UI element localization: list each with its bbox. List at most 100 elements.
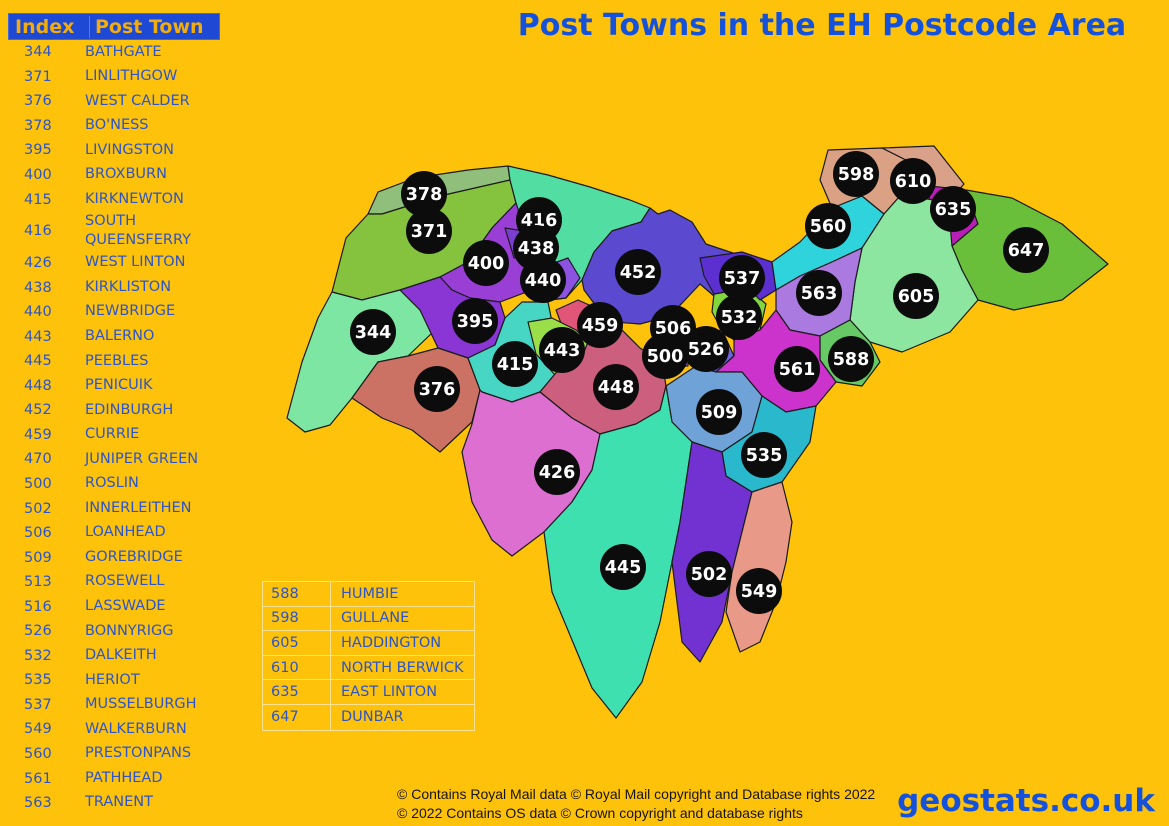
index-cell: 560	[24, 746, 52, 763]
town-cell: KIRKLISTON	[85, 278, 172, 295]
town-cell: CURRIE	[85, 426, 140, 443]
town-cell: SOUTH QUEENSFERRY	[85, 212, 191, 249]
table-row: 415 KIRKNEWTON	[8, 187, 238, 212]
svg-text:452: 452	[620, 263, 657, 283]
index-cell: 598	[263, 606, 331, 631]
table-row: 452 EDINBURGH	[8, 398, 238, 423]
svg-text:438: 438	[518, 239, 555, 259]
svg-text:445: 445	[605, 558, 642, 578]
table-row: 588 HUMBIE	[263, 582, 474, 607]
table-row: 500 ROSLIN	[8, 472, 238, 497]
svg-text:549: 549	[741, 582, 778, 602]
table-row: 416 SOUTH QUEENSFERRY	[8, 212, 238, 251]
table-row: 448 PENICUIK	[8, 374, 238, 399]
table-row: 459 CURRIE	[8, 423, 238, 448]
table-row: 376 WEST CALDER	[8, 89, 238, 114]
badge-549: 549	[736, 568, 782, 614]
table-row: 598 GULLANE	[263, 606, 474, 632]
index-cell: 526	[24, 623, 52, 640]
town-cell: GOREBRIDGE	[85, 548, 183, 565]
index-cell: 376	[24, 93, 52, 110]
table-row: 509 GOREBRIDGE	[8, 545, 238, 570]
badge-426: 426	[534, 449, 580, 495]
index-cell: 470	[24, 451, 52, 468]
index-cell: 513	[24, 574, 52, 591]
badge-560: 560	[805, 203, 851, 249]
badge-378: 378	[401, 171, 447, 217]
svg-text:500: 500	[647, 347, 684, 367]
table-row: 506 LOANHEAD	[8, 521, 238, 546]
svg-text:344: 344	[355, 323, 392, 343]
index-cell: 549	[24, 721, 52, 738]
svg-text:459: 459	[582, 316, 619, 336]
table-row: 513 ROSEWELL	[8, 570, 238, 595]
index-cell: 426	[24, 255, 52, 272]
index-cell: 459	[24, 426, 52, 443]
town-cell: LINLITHGOW	[85, 68, 178, 85]
svg-text:532: 532	[721, 308, 758, 328]
index-cell: 588	[263, 582, 331, 606]
svg-text:535: 535	[746, 446, 783, 466]
table-row: 526 BONNYRIGG	[8, 619, 238, 644]
town-cell: DALKEITH	[85, 647, 157, 664]
svg-text:440: 440	[525, 271, 562, 291]
town-cell: ROSEWELL	[85, 573, 165, 590]
index-cell: 647	[263, 704, 331, 730]
copyright-text: © Contains Royal Mail data © Royal Mail …	[397, 785, 897, 823]
index-cell: 605	[263, 631, 331, 655]
badge-371: 371	[406, 208, 452, 254]
index-cell: 445	[24, 353, 52, 370]
table-row: 502 INNERLEITHEN	[8, 496, 238, 521]
badge-452: 452	[615, 249, 661, 295]
svg-text:561: 561	[779, 360, 816, 380]
table-row: 470 JUNIPER GREEN	[8, 447, 238, 472]
index-cell: 378	[24, 117, 52, 134]
badge-647: 647	[1003, 227, 1049, 273]
badge-588: 588	[828, 336, 874, 382]
town-cell: LIVINGSTON	[85, 141, 174, 158]
badge-344: 344	[350, 309, 396, 355]
index-table-body: 344 BATHGATE 371 LINLITHGOW 376 WEST CALDER 37…	[8, 40, 238, 815]
region-549	[725, 481, 793, 653]
badge-561: 561	[774, 346, 820, 392]
badge-535: 535	[741, 432, 787, 478]
svg-text:443: 443	[544, 341, 581, 361]
svg-text:426: 426	[539, 463, 576, 483]
badge-500: 500	[642, 333, 688, 379]
badge-605: 605	[893, 273, 939, 319]
town-cell: BATHGATE	[85, 43, 162, 60]
table-row: 395 LIVINGSTON	[8, 138, 238, 163]
index-table: Index Post Town 344 BATHGATE 371 LINLITHGOW…	[8, 13, 238, 815]
svg-text:378: 378	[406, 185, 443, 205]
table-row: 610 NORTH BERWICK	[263, 655, 474, 681]
badge-635: 635	[930, 186, 976, 232]
town-cell: NEWBRIDGE	[85, 303, 176, 320]
town-cell: WEST CALDER	[85, 92, 190, 109]
badge-395: 395	[452, 298, 498, 344]
table-row: 378 BO'NESS	[8, 114, 238, 139]
badge-610: 610	[890, 158, 936, 204]
town-cell: BONNYRIGG	[85, 622, 174, 639]
badge-376: 376	[414, 366, 460, 412]
table-row: 438 KIRKLISTON	[8, 275, 238, 300]
svg-text:635: 635	[935, 200, 972, 220]
town-cell: HADDINGTON	[341, 634, 442, 651]
table-row: 563 TRANENT	[8, 791, 238, 816]
town-cell: NORTH BERWICK	[341, 659, 464, 676]
index-cell: 448	[24, 377, 52, 394]
index-cell: 440	[24, 304, 52, 321]
header-index: Index	[9, 15, 90, 38]
town-cell: WEST LINTON	[85, 254, 186, 271]
index-cell: 537	[24, 696, 52, 713]
index-cell: 443	[24, 328, 52, 345]
table-row: 516 LASSWADE	[8, 594, 238, 619]
town-cell: GULLANE	[341, 610, 410, 627]
brand-logo: geostats.co.uk	[897, 783, 1155, 819]
index-cell: 502	[24, 500, 52, 517]
town-cell: MUSSELBURGH	[85, 696, 197, 713]
header-post-town: Post Town	[95, 15, 204, 38]
town-cell: EAST LINTON	[341, 684, 438, 701]
svg-text:415: 415	[497, 355, 534, 375]
table-row: 371 LINLITHGOW	[8, 65, 238, 90]
